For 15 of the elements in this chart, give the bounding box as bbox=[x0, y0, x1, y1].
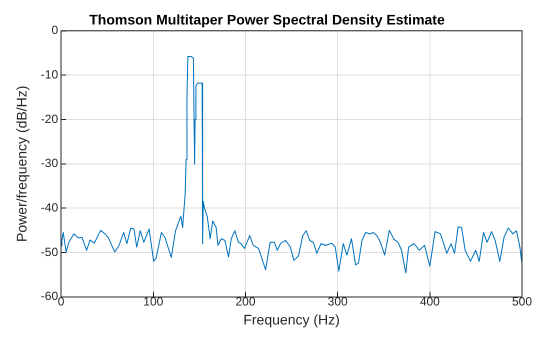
x-axis-title: Frequency (Hz) bbox=[243, 311, 340, 328]
x-tick-label: 200 bbox=[235, 294, 256, 308]
y-tick-label: -10 bbox=[40, 67, 58, 82]
x-tick-label: 300 bbox=[328, 294, 348, 308]
x-tick-label: 100 bbox=[143, 294, 164, 308]
y-tick-label: -20 bbox=[40, 112, 58, 126]
x-tick-label: 500 bbox=[512, 294, 532, 308]
chart-title: Thomson Multitaper Power Spectral Density Estimate bbox=[89, 11, 445, 28]
y-tick-label: -30 bbox=[40, 156, 58, 170]
y-tick-label: -40 bbox=[40, 200, 58, 214]
y-tick-label: -50 bbox=[40, 244, 58, 259]
y-tick-label: -60 bbox=[40, 289, 58, 304]
y-tick-label: 0 bbox=[51, 23, 58, 38]
x-tick-label: 400 bbox=[420, 294, 440, 308]
y-axis-title: Power/frequency (dB/Hz) bbox=[13, 86, 30, 242]
